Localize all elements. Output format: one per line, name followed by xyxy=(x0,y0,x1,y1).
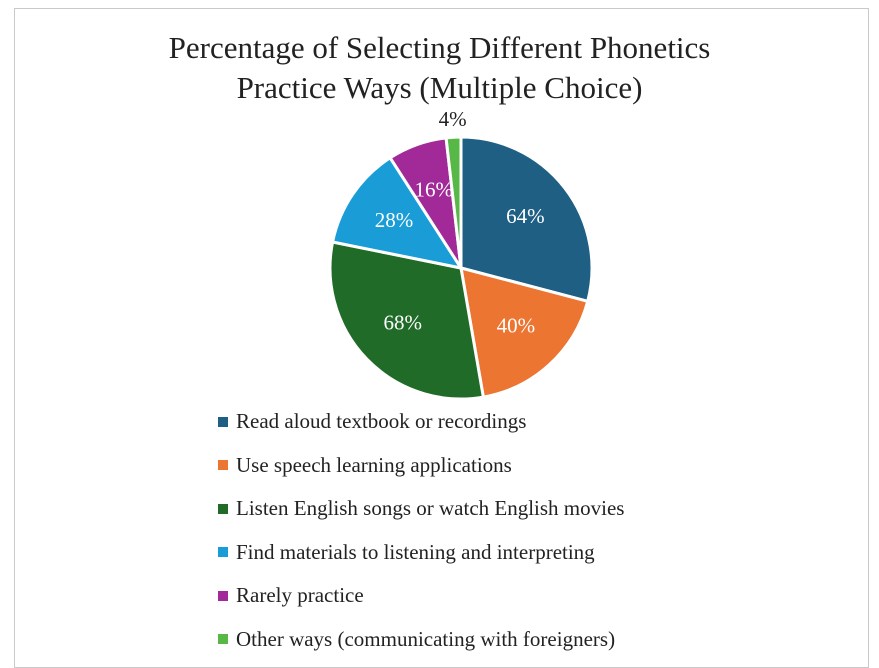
legend-label-6: Other ways (communicating with foreigner… xyxy=(236,626,616,651)
pie-slice-3 xyxy=(328,240,485,401)
legend-label-4: Find materials to listening and interpre… xyxy=(236,539,595,564)
legend-item-6: Other ways (communicating with foreigner… xyxy=(218,618,624,662)
legend-label-5: Rarely practice xyxy=(236,583,364,608)
pie-slice-4 xyxy=(331,156,463,270)
data-label-4: 28% xyxy=(375,208,414,232)
data-label-3: 68% xyxy=(384,310,423,334)
legend-swatch-2 xyxy=(218,460,228,471)
legend-item-2: Use speech learning applications xyxy=(218,444,624,488)
chart-title-line-2: Practice Ways (Multiple Choice) xyxy=(236,70,643,105)
legend-label-1: Read aloud textbook or recordings xyxy=(236,409,527,434)
data-label-2: 40% xyxy=(497,314,536,338)
chart-title: Percentage of Selecting Different Phonet… xyxy=(0,28,879,108)
pie-slice-6 xyxy=(444,135,463,270)
pie-data-labels: 64% 40% 68% 28%16% 4% xyxy=(375,107,545,338)
legend-item-3: Listen English songs or watch English mo… xyxy=(218,487,624,531)
pie-slice-2 xyxy=(459,266,590,399)
legend-swatch-1 xyxy=(218,416,228,427)
legend-swatch-5 xyxy=(218,590,228,601)
legend-item-5: Rarely practice xyxy=(218,574,624,618)
data-label-6: 4% xyxy=(439,107,467,131)
legend-item-4: Find materials to listening and interpre… xyxy=(218,531,624,575)
legend-swatch-6 xyxy=(218,634,228,645)
legend-label-2: Use speech learning applications xyxy=(236,452,512,477)
chart-legend: Read aloud textbook or recordings Use spe… xyxy=(218,400,624,661)
chart-title-line-1: Percentage of Selecting Different Phonet… xyxy=(168,30,711,65)
legend-swatch-3 xyxy=(218,503,228,514)
data-label-1: 64% xyxy=(506,204,545,228)
legend-label-3: Listen English songs or watch English mo… xyxy=(236,496,625,521)
pie-slice-1 xyxy=(459,135,594,303)
legend-item-1: Read aloud textbook or recordings xyxy=(218,400,624,444)
data-label-5: 16% xyxy=(414,177,453,201)
pie-slices xyxy=(328,135,594,401)
legend-swatch-4 xyxy=(218,547,228,558)
